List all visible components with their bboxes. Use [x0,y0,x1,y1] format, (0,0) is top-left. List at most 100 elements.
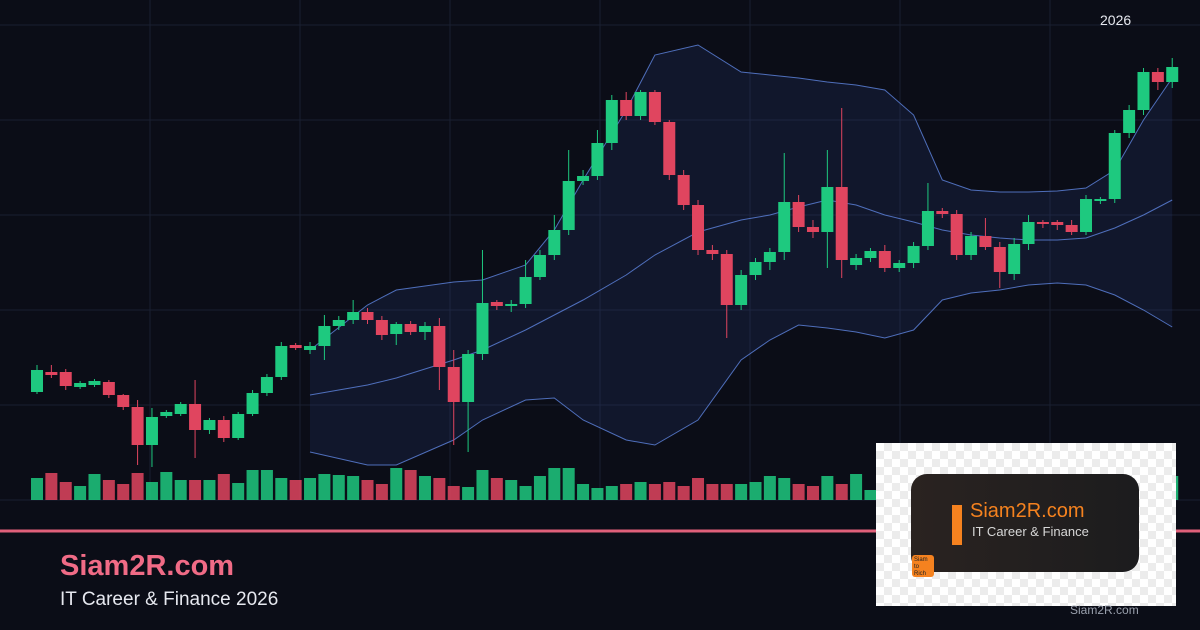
volume-bar [735,484,748,500]
candle-body [505,304,518,306]
candle-body [160,412,173,416]
candle-body [1123,110,1136,133]
candle-body [648,92,661,122]
volume-bar [246,470,259,500]
volume-bar [792,484,805,500]
volume-bar [519,486,532,500]
volume-bar [131,473,144,500]
volume-bar [490,478,503,500]
volume-bar [850,474,863,500]
year-label: 2026 [1100,12,1132,28]
candle-body [390,324,403,334]
volume-bar [203,480,216,500]
candle-body [1080,199,1093,232]
volume-bar [289,480,302,500]
volume-bar [145,482,158,500]
volume-bar [318,474,331,500]
candle-body [217,420,230,438]
volume-bar [74,486,87,500]
candle-body [835,187,848,260]
candle-body [246,393,259,414]
candle-body [1051,222,1064,225]
logo-panel: Siam2R.com IT Career & Finance [911,474,1139,572]
candle-body [131,407,144,445]
candle-body [720,254,733,305]
volume-bar [821,476,834,500]
volume-bar [361,480,374,500]
candle-body [260,377,273,393]
candle-body [1166,67,1179,82]
candle-body [692,205,705,250]
volume-bar [720,484,733,500]
volume-bar [692,478,705,500]
volume-bar [304,478,317,500]
brand-title: Siam2R.com [60,550,235,582]
candle-body [677,175,690,205]
volume-bar [217,474,230,500]
candle-body [45,372,58,375]
candle-body [375,320,388,335]
volume-bar [648,484,661,500]
volume-bar [706,484,719,500]
band-upper [309,44,1173,351]
volume-bar [347,476,360,500]
candle-body [462,354,475,402]
volume-bar [275,478,288,500]
candle-body [318,326,331,346]
candle-body [907,246,920,263]
candle-body [749,262,762,275]
candle-body [864,251,877,258]
volume-bar [864,490,877,500]
candle-body [663,122,676,175]
volume-bar [332,475,345,500]
candle-body [304,346,317,350]
volume-bar [447,486,460,500]
volume-bar [591,488,604,500]
volume-bar [59,482,72,500]
candle-body [519,277,532,304]
candle-body [591,143,604,176]
candle-body [893,263,906,268]
volume-bar [577,484,590,500]
candle-body [1036,222,1049,224]
volume-bar [462,487,475,500]
candle-body [778,202,791,252]
candle-body [361,312,374,320]
candle-body [735,275,748,305]
logo-title: Siam2R.com [970,500,1085,522]
candle-body [921,211,934,246]
logo-card: Siam2R.com IT Career & Finance Siam to R… [876,443,1176,606]
candle-body [1022,222,1035,244]
volume-bar [663,482,676,500]
candle-body [993,247,1006,272]
candle-body [289,345,302,348]
volume-bar [620,484,633,500]
volume-bar [806,486,819,500]
watermark: Siam2R.com [1070,603,1139,617]
candle-body [232,414,245,438]
candle-body [792,202,805,227]
candle-body [88,381,101,385]
candle-body [117,395,130,407]
candle-body [418,326,431,332]
candle-body [332,320,345,326]
candle-body [347,312,360,320]
volume-bar [375,484,388,500]
volume-bar [476,470,489,500]
volume-bar [404,470,417,500]
volume-bar [390,468,403,500]
candle-body [145,417,158,445]
logo-subtitle: IT Career & Finance [972,524,1089,539]
candle-body [965,236,978,255]
candle-body [189,404,202,430]
band-lower [309,282,1173,466]
candle-body [1137,72,1150,110]
candle-body [174,404,187,414]
candle-body [950,214,963,255]
candle-body [59,372,72,386]
volume-bar [174,480,187,500]
volume-bar [835,484,848,500]
candle-body [275,346,288,377]
volume-bar [433,478,446,500]
